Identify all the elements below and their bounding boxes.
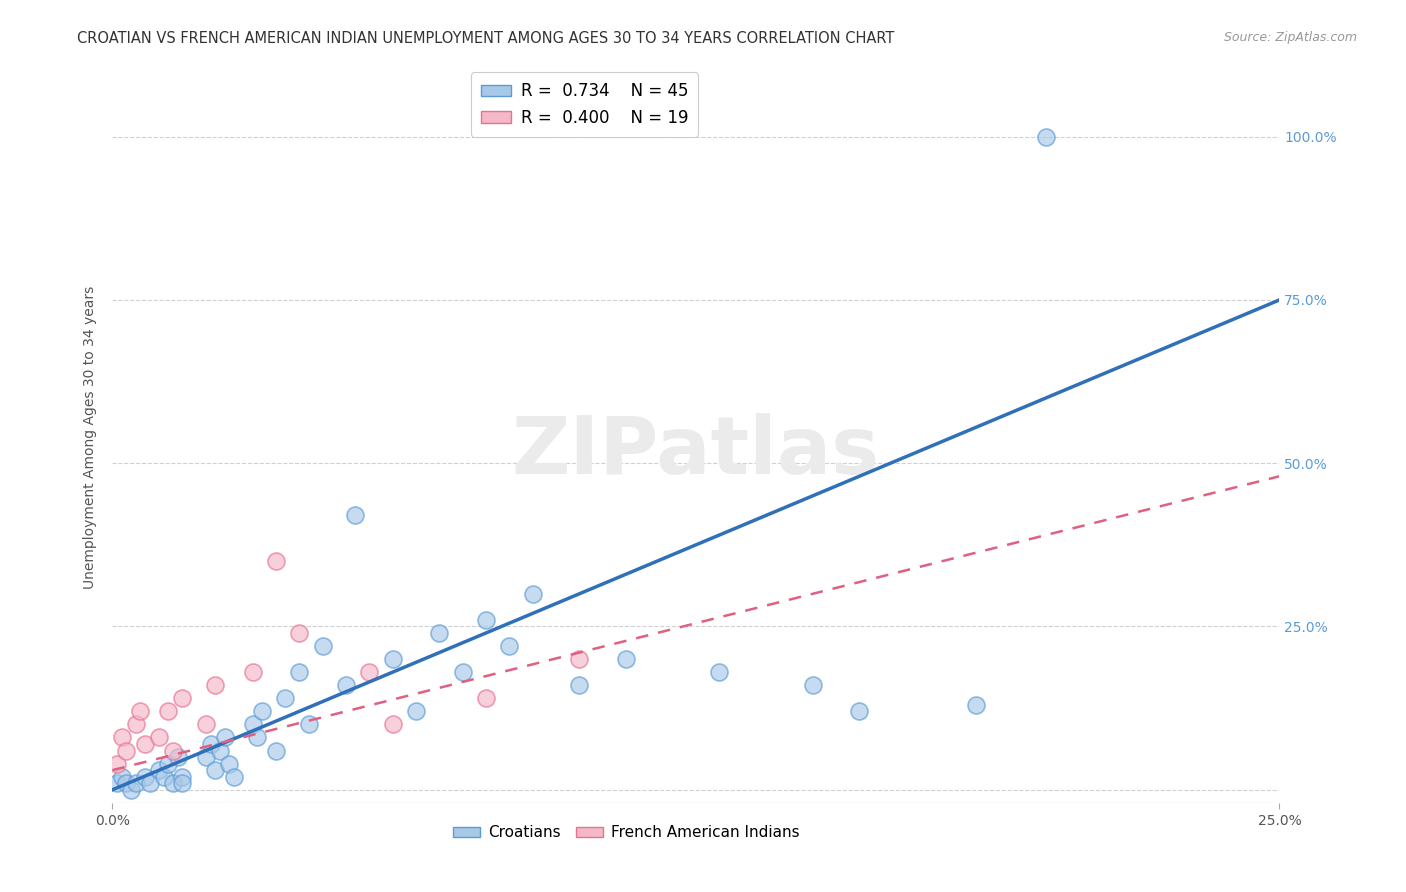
Point bbox=[568, 652, 591, 666]
Point bbox=[246, 731, 269, 745]
Point bbox=[129, 705, 152, 719]
Point bbox=[522, 587, 544, 601]
Point bbox=[614, 652, 637, 666]
Point bbox=[344, 508, 367, 523]
Point bbox=[194, 750, 217, 764]
Legend: Croatians, French American Indians: Croatians, French American Indians bbox=[447, 819, 806, 847]
Point bbox=[157, 756, 180, 771]
Point bbox=[172, 691, 194, 706]
Point bbox=[218, 756, 240, 771]
Point bbox=[105, 776, 128, 790]
Point bbox=[242, 665, 264, 680]
Point bbox=[115, 776, 138, 790]
Point bbox=[250, 705, 273, 719]
Point bbox=[965, 698, 987, 712]
Point bbox=[311, 639, 333, 653]
Point bbox=[172, 770, 194, 784]
Point bbox=[134, 737, 156, 751]
Point bbox=[111, 731, 134, 745]
Point bbox=[475, 691, 498, 706]
Point bbox=[111, 770, 134, 784]
Point bbox=[157, 705, 180, 719]
Point bbox=[208, 743, 231, 757]
Point bbox=[264, 554, 287, 568]
Point bbox=[148, 731, 170, 745]
Text: Source: ZipAtlas.com: Source: ZipAtlas.com bbox=[1223, 31, 1357, 45]
Point bbox=[222, 770, 245, 784]
Point bbox=[139, 776, 162, 790]
Point bbox=[194, 717, 217, 731]
Point bbox=[105, 756, 128, 771]
Point bbox=[115, 743, 138, 757]
Point bbox=[568, 678, 591, 692]
Y-axis label: Unemployment Among Ages 30 to 34 years: Unemployment Among Ages 30 to 34 years bbox=[83, 285, 97, 589]
Point bbox=[288, 665, 311, 680]
Point bbox=[204, 678, 226, 692]
Point bbox=[427, 626, 450, 640]
Point bbox=[153, 770, 176, 784]
Point bbox=[204, 763, 226, 777]
Point bbox=[297, 717, 319, 731]
Point bbox=[125, 717, 148, 731]
Point bbox=[451, 665, 474, 680]
Point bbox=[172, 776, 194, 790]
Point bbox=[148, 763, 170, 777]
Point bbox=[162, 776, 184, 790]
Point bbox=[166, 750, 188, 764]
Point bbox=[405, 705, 427, 719]
Point bbox=[274, 691, 297, 706]
Point bbox=[475, 613, 498, 627]
Point bbox=[359, 665, 381, 680]
Point bbox=[288, 626, 311, 640]
Text: CROATIAN VS FRENCH AMERICAN INDIAN UNEMPLOYMENT AMONG AGES 30 TO 34 YEARS CORREL: CROATIAN VS FRENCH AMERICAN INDIAN UNEMP… bbox=[77, 31, 894, 46]
Point bbox=[335, 678, 357, 692]
Point bbox=[848, 705, 870, 719]
Point bbox=[125, 776, 148, 790]
Point bbox=[200, 737, 222, 751]
Point bbox=[242, 717, 264, 731]
Point bbox=[801, 678, 824, 692]
Text: ZIPatlas: ZIPatlas bbox=[512, 413, 880, 491]
Point bbox=[381, 717, 404, 731]
Point bbox=[381, 652, 404, 666]
Point bbox=[498, 639, 520, 653]
Point bbox=[709, 665, 731, 680]
Point bbox=[134, 770, 156, 784]
Point bbox=[120, 782, 142, 797]
Point bbox=[264, 743, 287, 757]
Point bbox=[214, 731, 236, 745]
Point bbox=[162, 743, 184, 757]
Point bbox=[1035, 129, 1057, 144]
